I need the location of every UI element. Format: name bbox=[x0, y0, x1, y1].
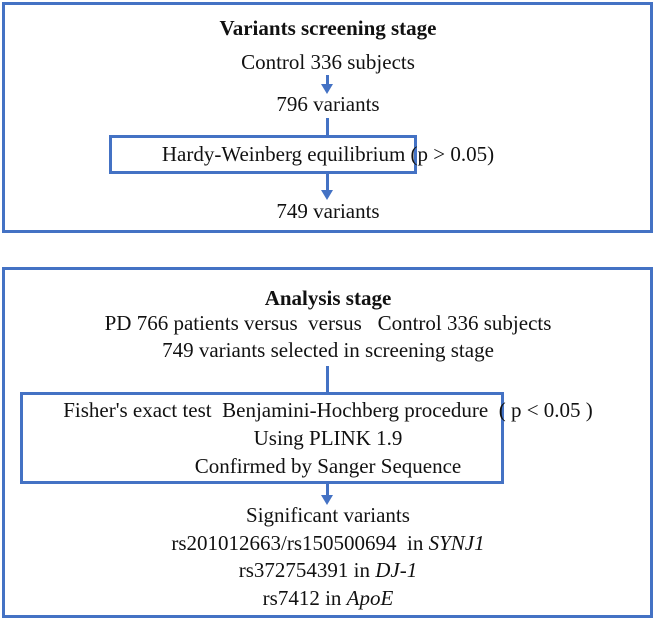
result-row: rs7412 in ApoE bbox=[0, 586, 656, 610]
variants-initial-label: 796 variants bbox=[276, 92, 380, 116]
method-line-3: Confirmed by Sanger Sequence bbox=[194, 454, 462, 478]
selection-label: 749 variants selected in screening stage bbox=[162, 338, 494, 362]
method-line-2: Using PLINK 1.9 bbox=[253, 426, 403, 450]
variant-id: rs372754391 in bbox=[238, 558, 376, 582]
variants-final-label: 749 variants bbox=[276, 199, 380, 223]
connector-to-hwe bbox=[326, 118, 329, 136]
methods-box bbox=[20, 392, 504, 484]
results-title: Significant variants bbox=[246, 503, 410, 527]
gene-name: DJ-1 bbox=[375, 558, 418, 582]
variant-id: rs201012663/rs150500694 in bbox=[171, 531, 429, 555]
hwe-filter-box bbox=[109, 135, 417, 174]
method-line-1: Fisher's exact test Benjamini-Hochberg p… bbox=[63, 398, 593, 422]
result-row: rs372754391 in DJ-1 bbox=[0, 558, 656, 582]
comparison-label: PD 766 patients versus versus Control 33… bbox=[104, 311, 552, 335]
variant-id: rs7412 in bbox=[262, 586, 347, 610]
arrowhead-icon bbox=[321, 495, 333, 505]
arrow-to-749 bbox=[326, 174, 329, 191]
arrow-to-796 bbox=[326, 75, 329, 85]
analysis-stage-title: Analysis stage bbox=[264, 286, 392, 310]
analysis-stage-box bbox=[2, 267, 653, 618]
gene-name: SYNJ1 bbox=[428, 531, 485, 555]
gene-name: ApoE bbox=[346, 586, 394, 610]
arrowhead-icon bbox=[321, 190, 333, 200]
result-row: rs201012663/rs150500694 in SYNJ1 bbox=[0, 531, 656, 555]
connector-to-methods bbox=[326, 366, 329, 393]
screening-stage-box bbox=[2, 2, 653, 233]
arrowhead-icon bbox=[321, 84, 333, 94]
arrow-to-results bbox=[326, 484, 329, 496]
screening-stage-title: Variants screening stage bbox=[219, 16, 437, 40]
control-subjects-label: Control 336 subjects bbox=[241, 50, 415, 74]
hwe-filter-label: Hardy-Weinberg equilibrium (p > 0.05) bbox=[161, 142, 495, 166]
